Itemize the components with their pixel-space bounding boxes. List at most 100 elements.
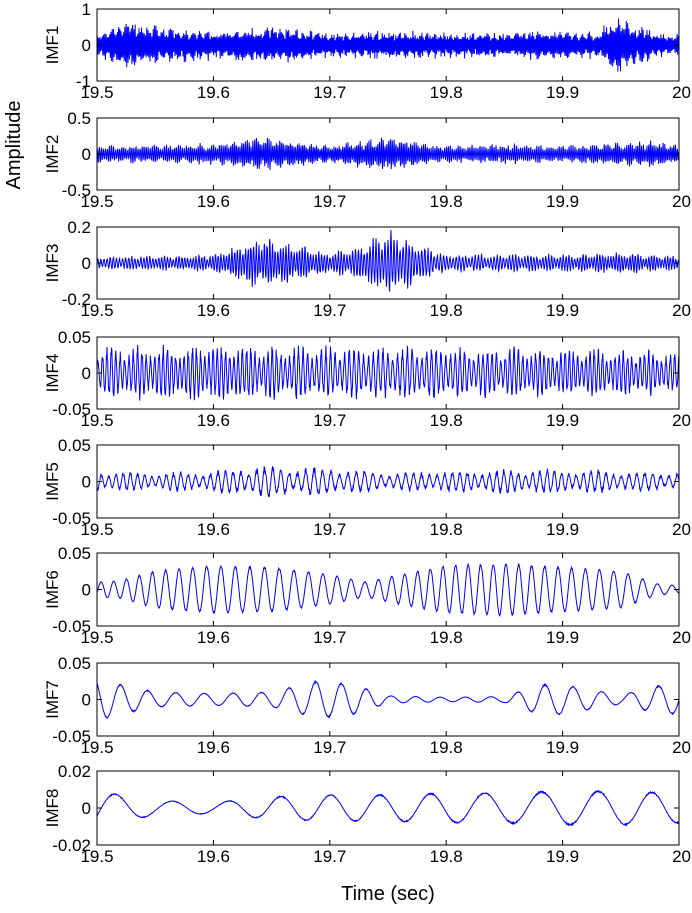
series-line-imf4 <box>96 344 680 401</box>
x-tick-label: 19.6 <box>197 847 230 866</box>
subplot-label: IMF7 <box>43 680 62 719</box>
x-tick-label: 19.8 <box>430 738 463 757</box>
axes-frame <box>96 444 680 519</box>
y-tick-label: -0.05 <box>52 727 91 746</box>
series-line-imf5 <box>96 465 680 498</box>
x-tick-label: 20 <box>672 847 691 866</box>
subplot-label: IMF4 <box>43 354 62 393</box>
x-tick-label: 19.6 <box>197 628 230 647</box>
x-tick-label: 20 <box>672 192 691 211</box>
x-tick-label: 19.9 <box>546 628 579 647</box>
subplot-imf1: 1 0 -119.5 19.6 19.7 19.8 19.9 20 IMF1 <box>43 0 691 102</box>
x-tick-label: 19.9 <box>546 847 579 866</box>
subplot-label: IMF3 <box>43 244 62 283</box>
y-tick-label: -0.02 <box>52 836 91 855</box>
x-tick-label: 19.9 <box>546 192 579 211</box>
x-tick-label: 19.8 <box>430 628 463 647</box>
x-tick-label: 19.8 <box>430 847 463 866</box>
series-line-imf8 <box>96 789 680 827</box>
y-tick-label: 0 <box>82 691 91 710</box>
y-tick-label: 0.05 <box>58 328 91 347</box>
y-tick-label: 0.5 <box>67 109 91 128</box>
y-tick-label: 0 <box>82 254 91 273</box>
y-tick-label: -1 <box>76 72 91 91</box>
series-line-imf2 <box>96 137 680 170</box>
y-tick-label: 0.05 <box>58 544 91 563</box>
subplot-imf2: 0.5 0 -0.519.5 19.6 19.7 19.8 19.9 20 IMF2 <box>43 109 691 211</box>
y-tick-label: 0 <box>82 581 91 600</box>
x-tick-label: 19.9 <box>546 83 579 102</box>
y-tick-label: -0.2 <box>62 290 91 309</box>
x-tick-label: 19.5 <box>80 738 113 757</box>
subplot-label: IMF1 <box>43 26 62 65</box>
y-tick-label: -0.05 <box>52 617 91 636</box>
subplot-label: IMF8 <box>43 789 62 828</box>
x-tick-label: 19.7 <box>313 301 346 320</box>
subplot-label: IMF5 <box>43 462 62 501</box>
x-tick-label: 19.7 <box>313 628 346 647</box>
axes-frame <box>96 662 680 737</box>
x-tick-label: 19.5 <box>80 301 113 320</box>
x-tick-label: 19.7 <box>313 411 346 430</box>
x-tick-label: 20 <box>672 738 691 757</box>
y-tick-label: -0.5 <box>62 181 91 200</box>
x-tick-label: 19.7 <box>313 847 346 866</box>
x-tick-label: 19.5 <box>80 847 113 866</box>
x-tick-label: 20 <box>672 301 691 320</box>
y-tick-label: -0.05 <box>52 400 91 419</box>
y-tick-label: 0 <box>82 473 91 492</box>
x-tick-label: 19.5 <box>80 628 113 647</box>
x-tick-label: 19.7 <box>313 520 346 539</box>
subplot-panels: 10-119.5 19.6 19.7 19.8 19.9 20IMF10.50-0.519… <box>43 0 691 866</box>
axes-frame <box>96 336 680 410</box>
x-tick-label: 19.8 <box>430 301 463 320</box>
x-tick-label: 19.8 <box>430 520 463 539</box>
x-tick-label: 19.7 <box>313 192 346 211</box>
y-tick-label: -0.05 <box>52 509 91 528</box>
x-tick-label: 19.8 <box>430 411 463 430</box>
series-line-imf7 <box>96 679 680 719</box>
x-tick-label: 19.9 <box>546 738 579 757</box>
y-axis-label: Amplitude <box>3 101 25 190</box>
x-axis-label: Time (sec) <box>341 883 435 905</box>
y-tick-label: 0 <box>82 799 91 818</box>
series-line-imf3 <box>96 230 680 292</box>
y-tick-label: 0.05 <box>58 436 91 455</box>
x-tick-label: 19.9 <box>546 411 579 430</box>
x-tick-label: 19.6 <box>197 738 230 757</box>
x-tick-label: 19.5 <box>80 411 113 430</box>
x-tick-label: 19.6 <box>197 83 230 102</box>
x-tick-label: 19.6 <box>197 411 230 430</box>
x-tick-label: 19.6 <box>197 520 230 539</box>
x-tick-label: 19.5 <box>80 192 113 211</box>
x-tick-label: 19.7 <box>313 83 346 102</box>
y-tick-label: 0 <box>82 145 91 164</box>
x-tick-label: 20 <box>672 628 691 647</box>
y-tick-label: 0.05 <box>58 654 91 673</box>
x-tick-label: 19.7 <box>313 738 346 757</box>
subplot-label: IMF2 <box>43 135 62 174</box>
series-line-imf6 <box>96 562 680 617</box>
x-tick-label: 20 <box>672 520 691 539</box>
y-tick-label: 1 <box>82 0 91 19</box>
y-tick-label: 0.2 <box>67 218 91 237</box>
x-tick-label: 19.8 <box>430 83 463 102</box>
x-tick-label: 19.5 <box>80 83 113 102</box>
axes-frame <box>96 770 680 846</box>
series-line-imf1 <box>96 18 680 72</box>
y-tick-label: 0 <box>82 36 91 55</box>
subplot-imf3: 0.2 0 -0.219.5 19.6 19.7 19.8 19.9 20 IMF3 <box>43 218 691 320</box>
x-tick-label: 19.9 <box>546 520 579 539</box>
subplot-label: IMF6 <box>43 570 62 609</box>
x-tick-label: 19.6 <box>197 192 230 211</box>
x-tick-label: 20 <box>672 411 691 430</box>
y-tick-label: 0 <box>82 364 91 383</box>
y-tick-label: 0.02 <box>58 762 91 781</box>
x-tick-label: 19.6 <box>197 301 230 320</box>
